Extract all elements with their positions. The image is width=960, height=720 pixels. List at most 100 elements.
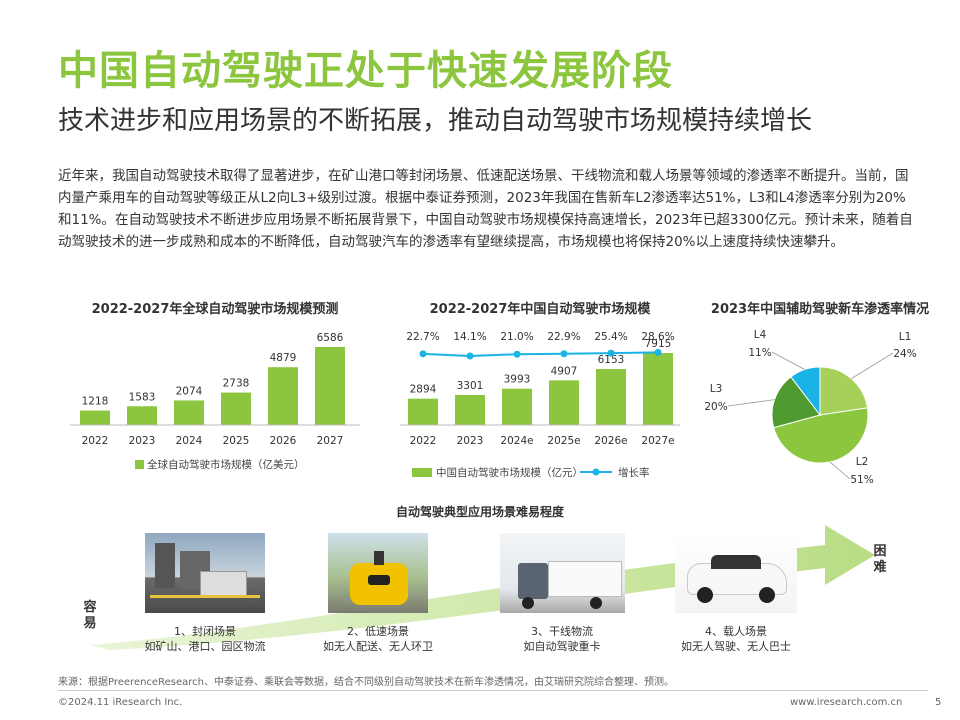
chart1-bar-2024 [174, 400, 204, 425]
pie-label-L3: L3 [710, 383, 723, 395]
chart1-tick-2026: 2026 [270, 435, 297, 447]
source-note: 来源：根据PreerenceResearch、中泰证券、乘联会等数据，结合不同级… [58, 677, 674, 688]
chart2-title: 2022-2027年中国自动驾驶市场规模 [429, 302, 651, 317]
chart2-growth-line [422, 351, 659, 357]
scene-1-name: 1、封闭场景 [174, 625, 236, 638]
scene-label-1: 1、封闭场景 如矿山、港口、园区物流 [125, 624, 285, 654]
scene-label-4: 4、载人场景 如无人驾驶、无人巴士 [656, 624, 816, 654]
page-title: 中国自动驾驶正处于快速发展阶段 [58, 48, 673, 94]
chart2-value-2024e: 3993 [504, 374, 531, 386]
chart2-growth-label-2027e: 28.6% [641, 331, 674, 343]
scene-2-name: 2、低速场景 [347, 625, 409, 638]
pie-slice-L3 [771, 376, 821, 429]
chart1-tick-2022: 2022 [82, 435, 109, 447]
chart1-tick-2024: 2024 [176, 435, 203, 447]
chart1-svg: 1218 2022 1583 2023 2074 2024 2738 2025 4879 2026… [70, 332, 360, 471]
copyright: ©2024.11 iResearch Inc. [58, 697, 183, 708]
chart2-value-2023: 3301 [457, 380, 484, 392]
pie-leader-L4 [771, 351, 805, 370]
scene-label-3: 3、干线物流 如自动驾驶重卡 [482, 624, 642, 654]
pie-value-L4: 11% [748, 347, 771, 359]
chart1-tick-2023: 2023 [129, 435, 156, 447]
chart2-value-2022: 2894 [410, 384, 437, 396]
chart1-bar-2026 [268, 367, 298, 425]
chart1-bar-2023 [127, 406, 157, 425]
chart2-legend-label-bar: 中国自动驾驶市场规模（亿元） [436, 466, 583, 479]
photo-delivery [328, 533, 428, 613]
intro-paragraph: 近年来，我国自动驾驶技术取得了显著进步，在矿山港口等封闭场景、低速配送场景、干线… [58, 168, 913, 250]
pie-slice-L4 [790, 366, 821, 417]
chart2-tick-2027e: 2027e [641, 435, 674, 447]
chart2-growth-label-2023: 14.1% [453, 331, 486, 343]
pie-label-L2: L2 [856, 456, 869, 468]
chart2-bar-2022 [408, 398, 438, 425]
chart2-growth-point-2023 [466, 352, 474, 360]
chart1-value-2023: 1583 [129, 391, 156, 403]
chart2-tick-2024e: 2024e [500, 435, 533, 447]
chart1-legend-swatch [135, 460, 144, 469]
chart2-bar-2023 [455, 394, 485, 425]
chart1-tick-2027: 2027 [317, 435, 344, 447]
scene-3-name: 3、干线物流 [531, 625, 593, 638]
site-url: www.iresearch.com.cn [790, 697, 903, 708]
label-easy: 容易 [83, 600, 97, 631]
page-number: 5 [935, 697, 942, 708]
chart2-bar-2027e [643, 353, 673, 425]
photo-port [145, 533, 265, 613]
pie-slice-L1 [819, 366, 869, 416]
chart2-growth-label-2024e: 21.0% [500, 331, 533, 343]
chart2-value-2026e: 6153 [598, 354, 625, 366]
chart1-value-2026: 4879 [270, 352, 297, 364]
chart1-bar-2022 [80, 410, 110, 425]
scene-1-desc: 如矿山、港口、园区物流 [144, 640, 266, 653]
chart1-bar-2025 [221, 392, 251, 425]
chart2-svg: 2894 2022 3301 2023 3993 2024e 4907 2025e 6153 20… [400, 331, 680, 479]
chart1-bar-2027 [315, 347, 345, 425]
chart1-legend-label: 全球自动驾驶市场规模（亿美元） [147, 458, 305, 471]
chart1-value-2022: 1218 [82, 396, 109, 408]
chart1-title: 2022-2027年全球自动驾驶市场规模预测 [91, 302, 339, 317]
chart2-legend-marker [592, 468, 600, 476]
difficulty-arrow [90, 525, 875, 650]
chart2-growth-label-2025e: 22.9% [547, 331, 580, 343]
chart2-value-2025e: 4907 [551, 365, 578, 377]
pie-leader-L1 [851, 352, 894, 379]
chart2-legend-swatch-bar [412, 468, 432, 477]
photo-car [675, 533, 797, 613]
scenes-title: 自动驾驶典型应用场景难易程度 [395, 505, 564, 519]
chart1-value-2027: 6586 [317, 332, 344, 344]
pie-label-L4: L4 [754, 329, 767, 341]
chart2-bar-2026e [596, 369, 626, 425]
label-hard: 困难 [873, 544, 887, 575]
scene-4-name: 4、载人场景 [705, 625, 767, 638]
chart1-value-2024: 2074 [176, 385, 203, 397]
difficulty-arrow-shape [90, 525, 875, 650]
footer-divider [58, 690, 928, 691]
scene-4-desc: 如无人驾驶、无人巴士 [681, 640, 791, 653]
photo-truck [500, 533, 625, 613]
chart2-growth-label-2026e: 25.4% [594, 331, 627, 343]
chart3-svg: L1 24% L2 51% L3 20% L4 11% [704, 329, 916, 486]
chart2-growth-point-2026e [607, 349, 615, 357]
chart2-growth-point-2025e [560, 350, 568, 358]
chart2-growth-point-2024e [513, 350, 521, 358]
scene-3-desc: 如自动驾驶重卡 [523, 640, 601, 653]
pie-value-L3: 20% [704, 401, 727, 413]
chart2-tick-2022: 2022 [410, 435, 437, 447]
pie-leader-L3 [727, 399, 775, 407]
scene-2-desc: 如无人配送、无人环卫 [323, 640, 433, 653]
chart2-bar-2024e [502, 388, 532, 425]
pie-value-L2: 51% [850, 474, 873, 486]
chart2-tick-2023: 2023 [457, 435, 484, 447]
chart2-growth-label-2022: 22.7% [406, 331, 439, 343]
scene-label-2: 2、低速场景 如无人配送、无人环卫 [298, 624, 458, 654]
chart2-tick-2025e: 2025e [547, 435, 580, 447]
chart2-legend-label-line: 增长率 [618, 466, 650, 479]
pie-label-L1: L1 [899, 331, 912, 343]
page-subtitle: 技术进步和应用场景的不断拓展，推动自动驾驶市场规模持续增长 [58, 106, 813, 136]
chart2-growth-point-2027e [654, 348, 662, 356]
chart2-tick-2026e: 2026e [594, 435, 627, 447]
pie-leader-L2 [829, 461, 851, 480]
chart2-growth-point-2022 [419, 350, 427, 358]
chart2-value-2027e: 7915 [645, 338, 672, 350]
